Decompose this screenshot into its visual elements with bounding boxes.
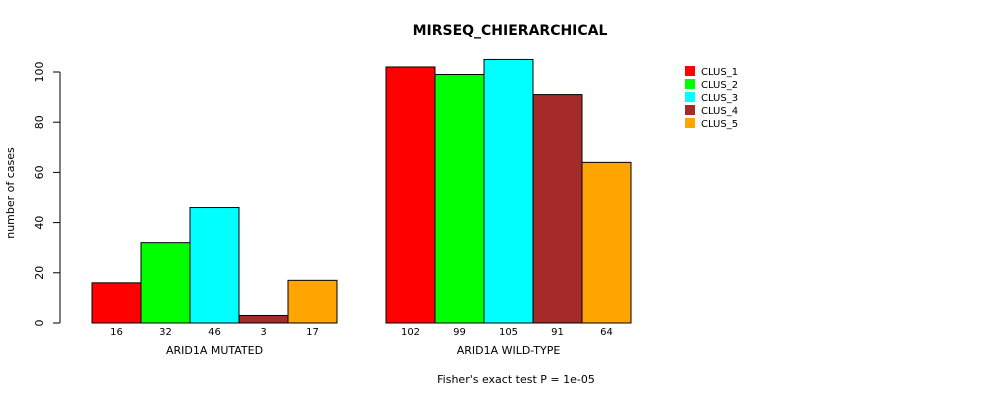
bar-value-label: 64 bbox=[600, 327, 613, 338]
bar-value-label: 17 bbox=[306, 327, 319, 338]
bar-value-labels: 16 32 46 3 17 102 99 105 91 64 bbox=[110, 327, 613, 338]
bar-value-label: 91 bbox=[551, 327, 564, 338]
bar-value-label: 32 bbox=[159, 327, 172, 338]
legend-label: CLUS_1 bbox=[701, 67, 738, 78]
legend-label: CLUS_5 bbox=[701, 119, 738, 130]
bars bbox=[91, 58, 632, 324]
y-axis: 0 20 40 60 80 100 bbox=[33, 62, 61, 327]
legend-label: CLUS_3 bbox=[701, 93, 738, 104]
legend: CLUS_1 CLUS_2 CLUS_3 CLUS_4 CLUS_5 bbox=[685, 66, 738, 130]
legend-label: CLUS_4 bbox=[701, 106, 738, 117]
bar-clus-1-group-2 bbox=[385, 66, 436, 324]
group-labels: ARID1A MUTATED ARID1A WILD-TYPE bbox=[166, 344, 560, 357]
bar-value-label: 46 bbox=[208, 327, 221, 338]
bar-value-label: 3 bbox=[260, 327, 266, 338]
bar-clus-3-group-2 bbox=[483, 58, 534, 324]
bar-value-label: 105 bbox=[499, 327, 518, 338]
y-tick-label: 100 bbox=[33, 62, 46, 83]
y-axis-label: number of cases bbox=[4, 147, 17, 239]
bar-clus-5-group-1 bbox=[287, 279, 338, 324]
y-tick-label: 20 bbox=[33, 266, 46, 280]
y-tick-label: 80 bbox=[33, 115, 46, 129]
bar-value-label: 99 bbox=[453, 327, 466, 338]
bar-value-label: 102 bbox=[401, 327, 420, 338]
bar-clus-5-group-2 bbox=[581, 161, 632, 324]
legend-swatch bbox=[685, 92, 695, 102]
y-tick-label: 0 bbox=[33, 320, 46, 327]
y-tick-label: 40 bbox=[33, 216, 46, 230]
x-axis-label: Fisher's exact test P = 1e-05 bbox=[437, 373, 595, 386]
y-tick-label: 60 bbox=[33, 165, 46, 179]
bar-clus-2-group-2 bbox=[434, 74, 485, 324]
bar-clus-4-group-1 bbox=[238, 314, 289, 324]
group-label: ARID1A MUTATED bbox=[166, 344, 263, 357]
bar-clus-4-group-2 bbox=[532, 94, 583, 324]
bar-clus-2-group-1 bbox=[140, 242, 191, 324]
legend-label: CLUS_2 bbox=[701, 80, 738, 91]
legend-swatch bbox=[685, 66, 695, 76]
legend-swatch bbox=[685, 118, 695, 128]
legend-swatch bbox=[685, 105, 695, 115]
bar-value-label: 16 bbox=[110, 327, 123, 338]
group-label: ARID1A WILD-TYPE bbox=[457, 344, 561, 357]
bar-clus-1-group-1 bbox=[91, 282, 142, 324]
chart-title: MIRSEQ_CHIERARCHICAL bbox=[413, 23, 608, 39]
bar-clus-3-group-1 bbox=[189, 207, 240, 324]
legend-swatch bbox=[685, 79, 695, 89]
